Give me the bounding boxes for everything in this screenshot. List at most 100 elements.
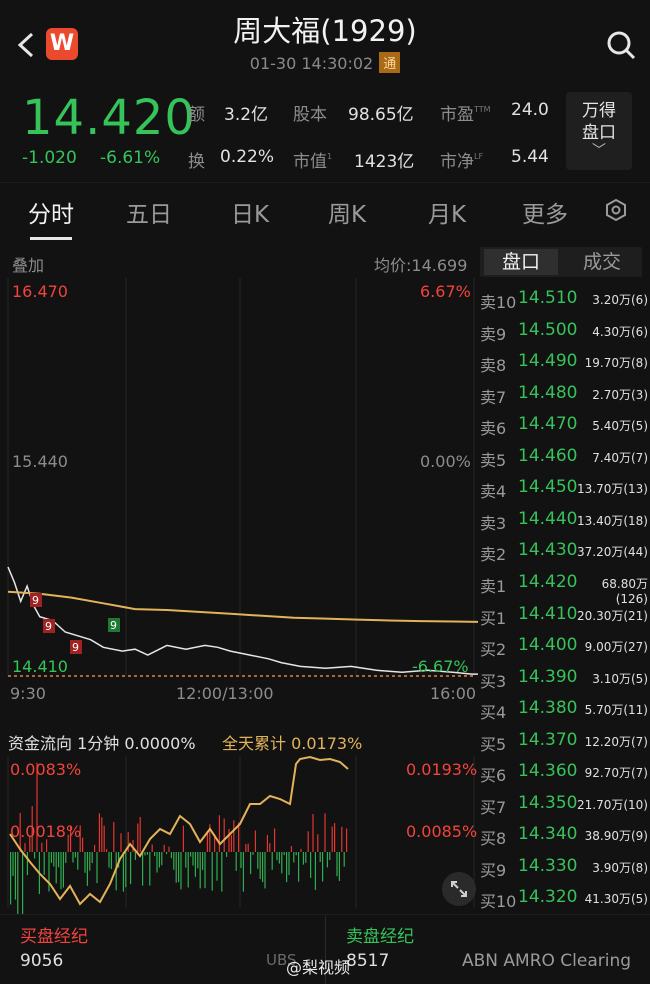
orderbook-price: 14.370 [518,729,578,750]
buy-broker-name[interactable]: UBS [266,951,297,969]
flow-bar [190,852,192,857]
tab-five-day[interactable]: 五日 [126,202,172,228]
flow-bar [180,852,182,890]
orderbook-row[interactable]: 买5 14.370 12.20万(7) [480,725,648,756]
flow-bar [326,852,328,868]
orderbook-row[interactable]: 卖7 14.480 2.70万(3) [480,378,648,409]
orderbook-row[interactable]: 卖5 14.460 7.40万(7) [480,441,648,472]
flow-bar [235,852,237,871]
orderbook-row[interactable]: 卖3 14.440 13.40万(18) [480,504,648,535]
tab-weekly-k[interactable]: 周K [328,202,367,228]
flow-bar [182,825,184,852]
orderbook-row[interactable]: 卖10 14.510 3.20万(6) [480,283,648,314]
buy-broker-title: 买盘经纪 [20,927,88,947]
back-arrow-icon[interactable] [12,28,40,62]
search-icon[interactable] [605,28,637,62]
orderbook-side: 买9 [480,860,507,880]
orderbook-row[interactable]: 卖9 14.500 4.30万(6) [480,315,648,346]
fund-flow-label: 资金流向 1分钟 0.0000% [8,734,196,753]
orderbook-price: 14.500 [518,319,578,340]
flow-bar [101,817,103,852]
flow-bar [202,852,204,871]
flow-bar [298,852,300,882]
flow-bar [245,844,247,852]
orderbook-volume: 41.30万(5) [584,892,648,907]
orderbook-side: 卖7 [480,387,507,407]
sell-broker-title: 卖盘经纪 [346,927,414,947]
y-mid-price: 15.440 [12,452,68,471]
pe-sup: TTM [474,105,491,114]
flow-bar [336,852,338,877]
orderbook-price: 14.490 [518,351,578,372]
mktcap-label-text: 市值 [293,152,327,172]
orderbook-side: 卖9 [480,324,507,344]
orderbook-row[interactable]: 买2 14.400 9.00万(27) [480,630,648,661]
orderbook-row[interactable]: 买9 14.330 3.90万(8) [480,851,648,882]
orderbook-row[interactable]: 买3 14.390 3.10万(5) [480,662,648,693]
flow-bar [146,852,148,855]
flow-bar [34,852,36,859]
flow-bar [278,852,280,864]
orderbook-row[interactable]: 买10 14.320 41.30万(5) [480,882,648,913]
flow-bar [36,762,38,852]
expand-icon[interactable] [442,872,476,906]
orderbook-side: 卖6 [480,419,507,439]
sell-broker-id[interactable]: 8517 [346,951,390,971]
flow-bar [281,852,283,874]
active-tab-indicator [30,237,72,240]
app-logo[interactable]: W [46,28,78,60]
tab-more[interactable]: 更多 [522,202,568,228]
orderbook-row[interactable]: 买1 14.410 20.30万(21) [480,599,648,630]
orderbook-row[interactable]: 买7 14.350 21.70万(10) [480,788,648,819]
svg-text:9: 9 [72,641,79,654]
wande-line1: 万得 [582,101,616,121]
tab-orderbook[interactable]: 盘口 [484,249,558,275]
settings-icon[interactable] [604,198,628,222]
amount-value: 3.2亿 [224,105,269,125]
flow-bar [257,852,259,869]
orderbook-volume: 21.70万(10) [577,797,648,812]
flow-bar [43,852,45,875]
flow-bar [230,835,232,852]
orderbook-volume: 5.70万(11) [584,703,648,718]
orderbook-row[interactable]: 卖8 14.490 19.70万(8) [480,346,648,377]
orderbook-row[interactable]: 卖1 14.420 68.80万(126) [480,567,648,606]
buy-broker-id[interactable]: 9056 [20,951,64,971]
flow-bar [187,852,189,888]
flow-bar [271,852,273,870]
orderbook-row[interactable]: 卖6 14.470 5.40万(5) [480,409,648,440]
flow-bar [204,852,206,889]
sell-broker-name[interactable]: ABN AMRO Clearing [462,951,632,971]
orderbook-row[interactable]: 买4 14.380 5.70万(11) [480,693,648,724]
orderbook-price: 14.360 [518,761,578,782]
flow-bar [343,852,345,867]
flow-bar [329,852,331,861]
orderbook-price: 14.480 [518,382,578,403]
flow-bar [110,852,112,869]
pb-label-text: 市净 [440,152,474,172]
wande-orderbook-button[interactable]: 万得 盘口 ﹀ [566,92,632,170]
tab-daily-k[interactable]: 日K [231,202,270,228]
orderbook-side: 买10 [480,892,517,912]
tab-intraday[interactable]: 分时 [28,202,74,228]
flow-bar [192,852,194,866]
orderbook-price: 14.390 [518,666,578,687]
flow-bar [77,852,79,870]
overlay-button[interactable]: 叠加 [12,256,45,275]
tab-monthly-k[interactable]: 月K [428,202,467,228]
flow-bar [74,852,76,858]
orderbook-price: 14.340 [518,824,578,845]
flow-bar [166,852,168,855]
flow-bar [161,852,163,866]
orderbook-row[interactable]: 卖4 14.450 13.70万(13) [480,472,648,503]
orderbook-row[interactable]: 买8 14.340 38.90万(9) [480,819,648,850]
orderbook-row[interactable]: 卖2 14.430 37.20万(44) [480,535,648,566]
tab-trades[interactable]: 成交 [582,251,621,273]
flow-bar [178,852,180,883]
flow-bar [286,852,288,883]
turnover-label: 换 [188,152,205,172]
intraday-chart: 9 9 9 9 [7,278,478,914]
orderbook-volume: 9.00万(27) [584,640,648,655]
flow-bar [341,826,343,852]
orderbook-row[interactable]: 买6 14.360 92.70万(7) [480,756,648,787]
